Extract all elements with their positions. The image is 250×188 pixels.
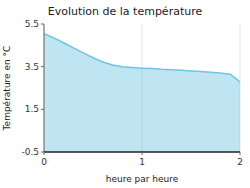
axes: 0 1 2 -0.5 1.5 3.5 5.5 xyxy=(21,19,242,167)
line xyxy=(44,34,240,82)
y-axis-line xyxy=(44,24,45,152)
y-tick-label: -0.5 xyxy=(21,147,39,157)
x-tick xyxy=(142,152,143,155)
area xyxy=(44,34,240,152)
x-tick-label: 1 xyxy=(139,157,145,167)
y-tick xyxy=(41,24,44,25)
y-tick xyxy=(41,66,44,67)
y-tick xyxy=(41,109,44,110)
x-axis-label: heure par heure xyxy=(106,174,179,184)
y-tick-label: 3.5 xyxy=(25,62,39,72)
chart-container: 0 1 2 -0.5 1.5 3.5 5.5 heure par heure Températu… xyxy=(0,0,250,188)
x-tick xyxy=(240,152,241,155)
chart: 0 1 2 -0.5 1.5 3.5 5.5 heure par heure Températu… xyxy=(0,0,250,188)
x-tick-label: 2 xyxy=(237,157,243,167)
y-tick-label: 1.5 xyxy=(25,104,39,114)
title: Evolution de la température xyxy=(48,5,203,18)
y-axis-label: Température en °C xyxy=(2,46,12,132)
y-tick-label: 5.5 xyxy=(25,19,39,29)
plot-area xyxy=(44,34,240,152)
x-tick-label: 0 xyxy=(41,157,47,167)
grid-line xyxy=(44,24,45,152)
grid xyxy=(44,24,240,152)
y-tick xyxy=(41,152,44,153)
